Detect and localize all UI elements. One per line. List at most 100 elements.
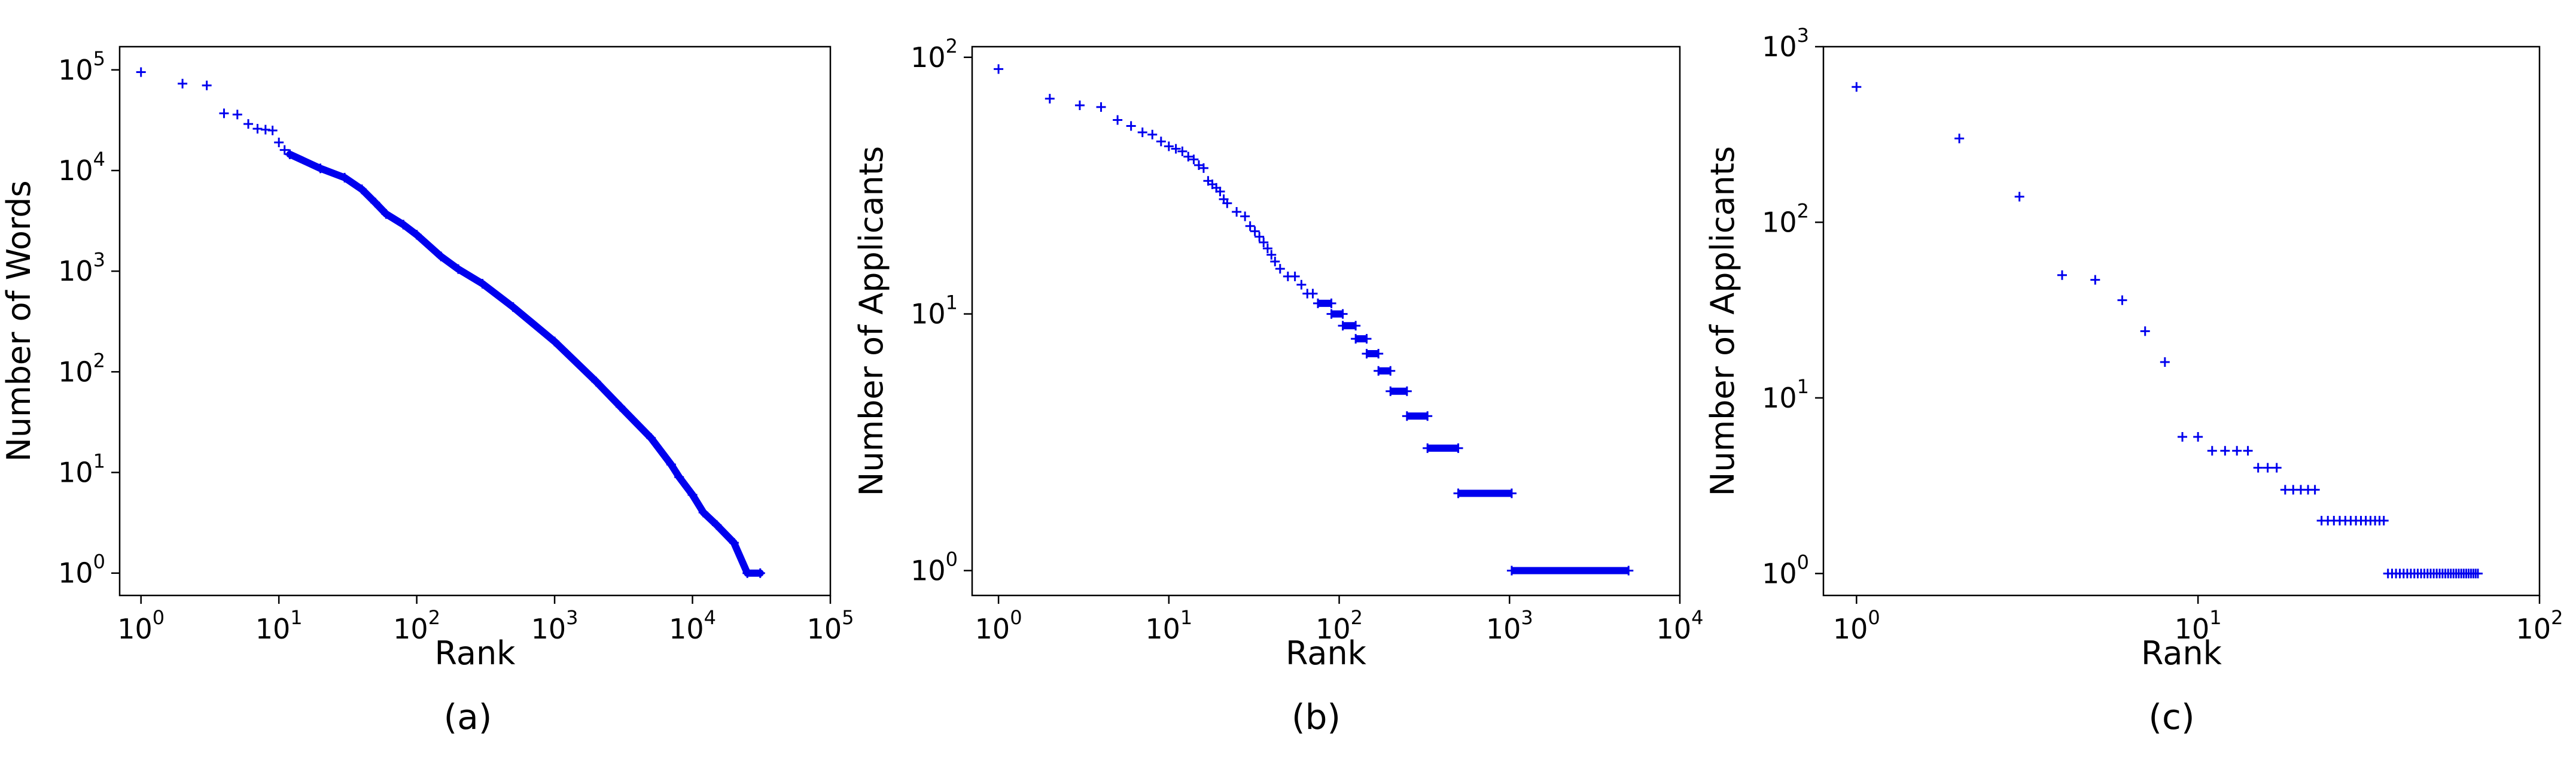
x-tick-exponent: 0 xyxy=(1868,606,1880,629)
data-point xyxy=(1296,279,1307,290)
x-tick-exponent: 2 xyxy=(1351,606,1363,629)
data-point xyxy=(381,209,391,219)
plot-frame xyxy=(1822,45,2541,597)
data-point xyxy=(1189,154,1199,165)
data-point xyxy=(712,520,722,530)
y-tick-base: 10 xyxy=(1762,557,1797,589)
x-tick-label: 104 xyxy=(1657,606,1704,645)
data-series xyxy=(136,67,765,578)
data-point xyxy=(550,336,560,346)
x-tick-exponent: 0 xyxy=(153,606,165,629)
data-point xyxy=(1362,334,1372,344)
x-tick-exponent: 3 xyxy=(566,606,578,629)
data-point xyxy=(1313,298,1323,308)
data-point xyxy=(1423,443,1433,453)
y-tick-base: 10 xyxy=(58,557,93,589)
data-point xyxy=(2253,463,2263,473)
y-tick-label: 102 xyxy=(58,349,105,388)
data-point xyxy=(1386,366,1396,376)
data-point xyxy=(1453,488,1463,498)
data-point xyxy=(1222,198,1232,208)
data-point xyxy=(1338,309,1348,319)
y-tick-base: 10 xyxy=(1762,31,1797,63)
y-tick-label: 105 xyxy=(58,47,105,86)
x-axis-title: Rank xyxy=(2141,634,2222,672)
data-point xyxy=(1351,321,1361,331)
data-point xyxy=(1177,146,1187,156)
x-tick-label: 100 xyxy=(1833,606,1880,645)
data-point xyxy=(1137,127,1147,138)
data-point xyxy=(1270,257,1280,267)
data-point xyxy=(1164,141,1174,151)
x-tick-exponent: 1 xyxy=(2209,606,2221,629)
y-axis-title: Number of Applicants xyxy=(1704,146,1741,496)
data-point xyxy=(1250,226,1260,236)
data-point xyxy=(1156,136,1166,147)
x-tick-label: 103 xyxy=(1486,606,1533,645)
data-point xyxy=(285,149,295,159)
data-point xyxy=(2263,463,2273,473)
data-point xyxy=(1147,129,1158,139)
data-point xyxy=(1240,211,1250,221)
y-tick-label: 102 xyxy=(911,35,958,74)
data-point xyxy=(2117,295,2127,305)
x-tick-label: 101 xyxy=(1145,606,1192,645)
data-point xyxy=(2057,270,2067,280)
y-tick-base: 10 xyxy=(1762,206,1797,238)
data-point xyxy=(1171,144,1181,154)
data-point xyxy=(1402,411,1412,421)
data-point xyxy=(1113,115,1123,125)
data-curve xyxy=(286,150,764,577)
data-point xyxy=(1232,206,1242,217)
y-tick-base: 10 xyxy=(58,355,93,388)
data-point xyxy=(1245,221,1255,231)
x-tick-exponent: 5 xyxy=(842,606,854,629)
x-tick-exponent: 2 xyxy=(428,606,440,629)
data-point xyxy=(2207,446,2217,456)
data-series xyxy=(1852,82,2483,579)
x-tick-label: 102 xyxy=(1316,606,1363,645)
x-tick-label: 102 xyxy=(2516,606,2563,645)
x-tick-base: 10 xyxy=(117,613,153,645)
x-axis-title: Rank xyxy=(435,634,516,672)
y-tick-exponent: 0 xyxy=(1797,551,1809,573)
y-tick-label: 104 xyxy=(58,148,105,187)
y-tick-label: 102 xyxy=(1762,199,1809,238)
y-tick-base: 10 xyxy=(911,298,946,330)
data-point xyxy=(243,119,254,129)
x-tick-base: 10 xyxy=(975,613,1010,645)
y-tick-exponent: 5 xyxy=(93,47,105,70)
data-point xyxy=(2473,569,2483,579)
x-tick-exponent: 3 xyxy=(1521,606,1533,629)
data-point xyxy=(232,110,242,120)
data-point xyxy=(729,538,739,548)
x-tick-label: 101 xyxy=(2175,606,2222,645)
x-tick-base: 10 xyxy=(669,613,704,645)
x-tick-exponent: 4 xyxy=(704,606,716,629)
y-tick-label: 101 xyxy=(911,291,958,330)
data-point xyxy=(340,172,350,183)
data-point xyxy=(1326,298,1336,308)
data-point xyxy=(436,251,446,262)
data-point xyxy=(1338,321,1348,331)
data-point xyxy=(1386,386,1396,396)
data-point xyxy=(1423,411,1433,421)
panel-caption: (a) xyxy=(444,697,492,737)
data-point xyxy=(1852,82,1862,92)
data-point xyxy=(2310,485,2320,495)
y-tick-label: 100 xyxy=(911,548,958,586)
data-point xyxy=(477,279,488,289)
data-point xyxy=(2090,275,2100,285)
data-point xyxy=(1126,121,1136,131)
x-tick-base: 10 xyxy=(1833,613,1868,645)
data-point xyxy=(742,568,753,578)
x-tick-base: 10 xyxy=(1316,613,1351,645)
data-point xyxy=(136,67,146,77)
data-point xyxy=(666,460,676,470)
data-point xyxy=(274,138,284,148)
plot-frame xyxy=(971,45,1681,597)
data-series xyxy=(994,64,1634,576)
y-tick-label: 103 xyxy=(58,248,105,287)
